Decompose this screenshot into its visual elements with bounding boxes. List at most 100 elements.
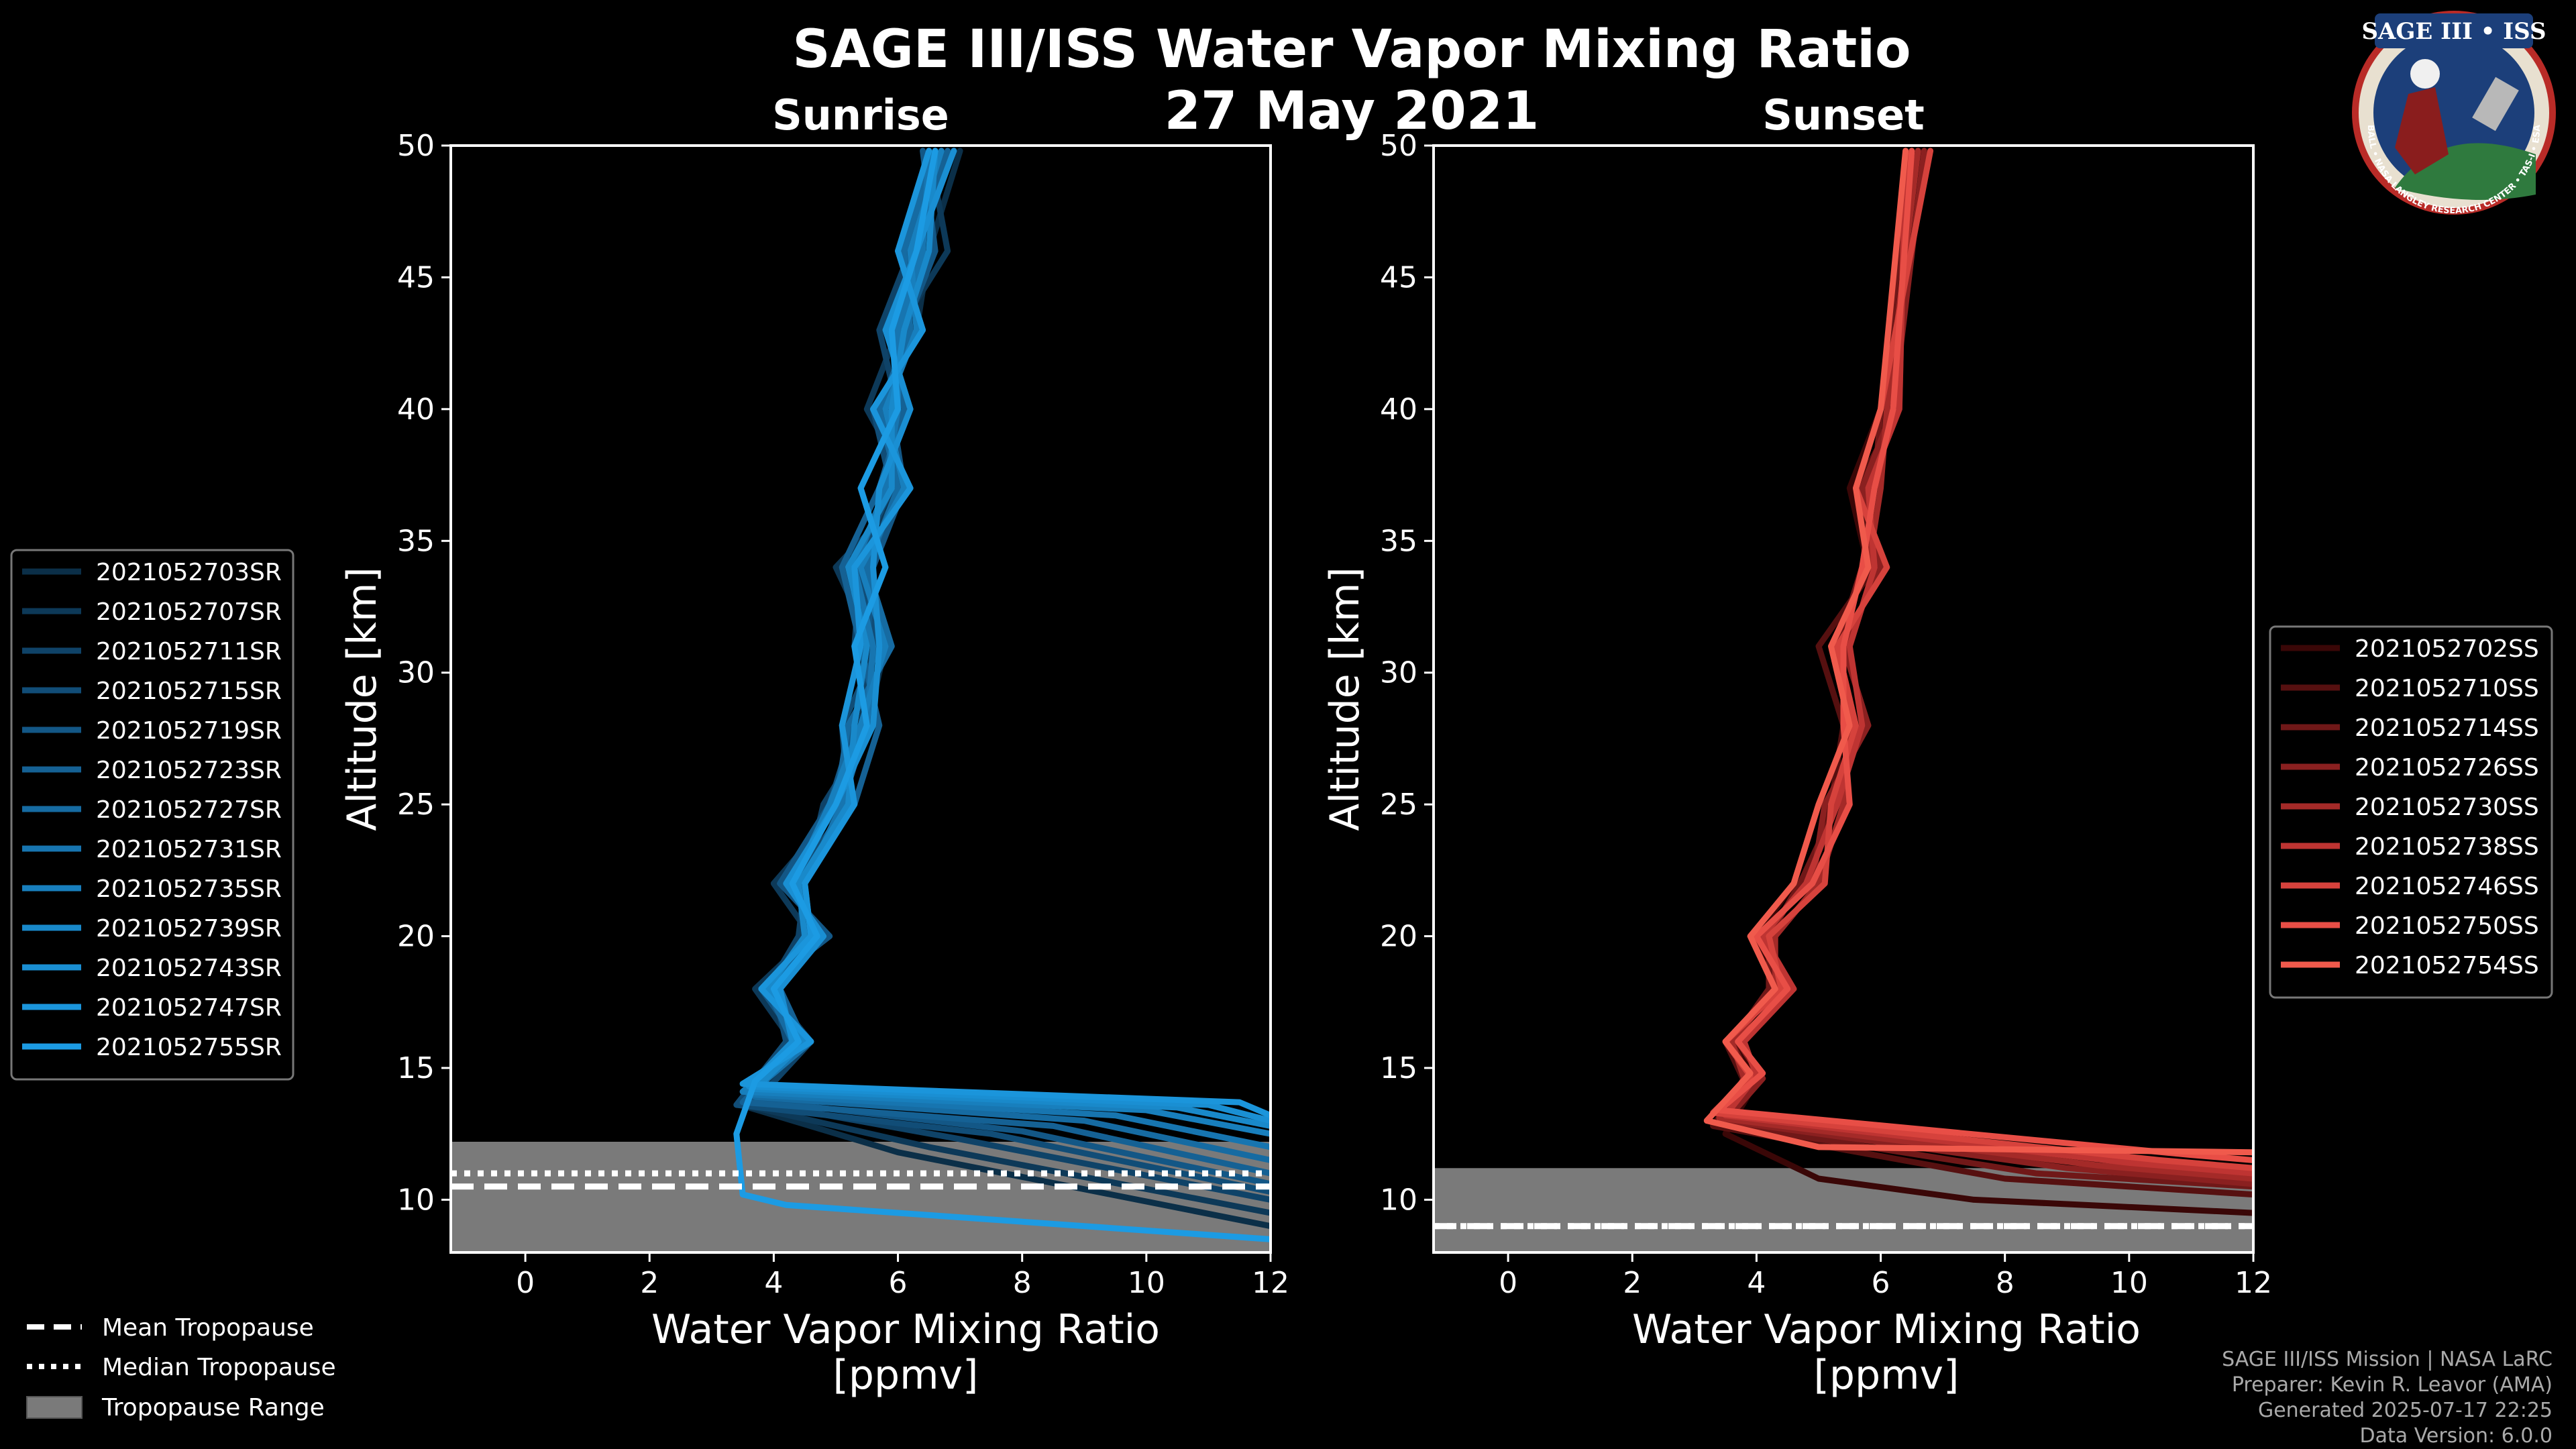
- sunrise-legend-label: 2021052739SR: [96, 915, 282, 943]
- sunrise-x-tick-label: 2: [640, 1266, 659, 1300]
- sunrise-panel: Sunrise 0 2 4 6 8 10 12 10 15 20 25 30 35 40 45 50 Alt…: [339, 91, 1289, 1399]
- sunset-y-tick-label: 20: [1380, 920, 1417, 954]
- sunrise-x-tick-label: 0: [516, 1266, 535, 1300]
- sunrise-profile-2021052711SR: [752, 148, 1271, 1203]
- sunset-y-tick-label: 50: [1380, 129, 1417, 163]
- figure-title: SAGE III/ISS Water Vapor Mixing Ratio: [792, 19, 1911, 80]
- tropopause-range-label: Tropopause Range: [101, 1394, 325, 1421]
- sunset-profile-2021052710SS: [1710, 148, 2253, 1198]
- sunrise-legend-label: 2021052743SR: [96, 955, 282, 982]
- median-tropopause-label: Median Tropopause: [102, 1354, 336, 1381]
- sunset-x-axis-label-line2: [ppmv]: [1814, 1352, 1960, 1399]
- sunrise-y-tick-label: 25: [397, 788, 435, 822]
- sunset-profile-2021052754SS: [1703, 148, 2253, 1156]
- sunrise-x-tick-label: 8: [1013, 1266, 1032, 1300]
- sunrise-y-tick-label: 40: [397, 392, 435, 427]
- sunset-profiles: [1703, 148, 2253, 1216]
- sunrise-legend-label: 2021052723SR: [96, 757, 282, 784]
- mean-tropopause-label: Mean Tropopause: [102, 1314, 314, 1342]
- sunrise-profile-2021052727SR: [752, 148, 1271, 1163]
- sunset-y-tick-label: 10: [1380, 1183, 1417, 1217]
- sunset-profile-2021052750SS: [1716, 148, 2253, 1163]
- sunrise-legend-label: 2021052711SR: [96, 638, 282, 665]
- logo-figure-icon: [2395, 87, 2449, 174]
- logo-satellite-icon: [2472, 76, 2519, 131]
- sunset-x-ticks: 0 2 4 6 8 10 12: [1499, 1252, 2272, 1300]
- sunset-profile-2021052746SS: [1710, 148, 2253, 1171]
- sunrise-legend-label: 2021052755SR: [96, 1034, 282, 1061]
- sunrise-legend-label: 2021052731SR: [96, 836, 282, 863]
- logo-title: SAGE III • ISS: [2361, 18, 2546, 45]
- sunrise-legend-label: 2021052747SR: [96, 994, 282, 1022]
- sunset-profile-2021052738SS: [1722, 148, 2253, 1177]
- credit-version: Data Version: 6.0.0: [2360, 1424, 2553, 1448]
- tropopause-legend: Mean Tropopause Median Tropopause Tropop…: [26, 1314, 336, 1421]
- credits: SAGE III/ISS Mission | NASA LaRC Prepare…: [2222, 1348, 2553, 1448]
- sunset-legend-label: 2021052726SS: [2355, 754, 2539, 782]
- sunset-x-tick-label: 0: [1499, 1266, 1517, 1300]
- sunset-legend-label: 2021052730SS: [2355, 794, 2539, 821]
- sunset-legend-label: 2021052702SS: [2355, 635, 2539, 663]
- sunset-panel: Sunset 0 2 4 6 8 10 12 10 15 20 25 30 35 40 45 50 Alti…: [1322, 91, 2272, 1399]
- sunset-x-tick-label: 6: [1872, 1266, 1890, 1300]
- sunrise-profiles: [733, 148, 1271, 1242]
- sunset-legend-label: 2021052750SS: [2355, 912, 2539, 940]
- sunset-legend-label: 2021052714SS: [2355, 714, 2539, 742]
- sunrise-profile-2021052735SR: [739, 148, 1271, 1137]
- sunset-x-tick-label: 2: [1623, 1266, 1642, 1300]
- sunset-profile-2021052730SS: [1716, 148, 2253, 1182]
- sunrise-profile-2021052743SR: [745, 148, 1271, 1124]
- sunrise-profile-2021052719SR: [745, 148, 1271, 1187]
- sunset-y-tick-label: 45: [1380, 260, 1417, 294]
- sunrise-y-tick-label: 10: [397, 1183, 435, 1217]
- sunrise-x-tick-label: 6: [889, 1266, 908, 1300]
- credit-generated: Generated 2025-07-17 22:25: [2258, 1399, 2553, 1422]
- figure-date: 27 May 2021: [1165, 81, 1540, 142]
- sunset-y-tick-label: 25: [1380, 788, 1417, 822]
- sunset-y-tick-label: 30: [1380, 656, 1417, 690]
- sunset-legend-label: 2021052710SS: [2355, 675, 2539, 702]
- sunrise-legend-frame: [10, 549, 294, 1081]
- sunrise-legend-label: 2021052715SR: [96, 678, 282, 705]
- sunrise-legend-label: 2021052735SR: [96, 875, 282, 903]
- sunrise-profile-2021052703SR: [745, 148, 1271, 1230]
- sunset-legend-label: 2021052738SS: [2355, 833, 2539, 861]
- sunset-x-axis-label-line1: Water Vapor Mixing Ratio: [1632, 1306, 2141, 1353]
- sunset-profile-2021052726SS: [1722, 148, 2253, 1187]
- sunset-x-tick-label: 10: [2110, 1266, 2148, 1300]
- sunset-legend-label: 2021052754SS: [2355, 952, 2539, 979]
- sunrise-y-ticks: 10 15 20 25 30 35 40 45 50: [397, 129, 451, 1217]
- sunset-plot-frame: [1432, 144, 2255, 1254]
- sunrise-y-axis-label: Altitude [km]: [339, 567, 386, 831]
- sunrise-profile-2021052723SR: [739, 148, 1271, 1177]
- sunrise-profile-2021052739SR: [752, 148, 1271, 1129]
- sunrise-profile-2021052731SR: [745, 148, 1271, 1150]
- sunrise-x-axis-label-line2: [ppmv]: [833, 1352, 979, 1399]
- sunset-y-tick-label: 15: [1380, 1051, 1417, 1085]
- sunrise-profile-2021052707SR: [739, 148, 1271, 1216]
- sunrise-legend-label: 2021052703SR: [96, 559, 282, 586]
- sunset-x-tick-label: 4: [1747, 1266, 1766, 1300]
- sunset-legend-frame: [2269, 625, 2553, 999]
- sunset-y-tick-label: 40: [1380, 392, 1417, 427]
- logo-moon-icon: [2410, 59, 2440, 89]
- sunset-legend: 2021052702SS 2021052710SS 2021052714SS 2021…: [2269, 625, 2553, 999]
- credit-preparer: Preparer: Kevin R. Leavor (AMA): [2232, 1373, 2553, 1397]
- sunset-y-tick-label: 35: [1380, 524, 1417, 558]
- sunrise-legend: 2021052703SR 2021052707SR 2021052711SR 2021…: [10, 549, 294, 1081]
- sunrise-y-tick-label: 50: [397, 129, 435, 163]
- sunrise-panel-title: Sunrise: [772, 91, 949, 140]
- sunrise-plot-frame: [449, 144, 1272, 1254]
- sunrise-x-tick-label: 12: [1252, 1266, 1289, 1300]
- tropopause-range-swatch: [26, 1396, 83, 1419]
- sunrise-x-axis-label-line1: Water Vapor Mixing Ratio: [651, 1306, 1160, 1353]
- sunrise-legend-label: 2021052707SR: [96, 598, 282, 626]
- sunrise-profile-2021052747SR: [739, 148, 1271, 1119]
- sunset-y-axis-label: Altitude [km]: [1322, 567, 1368, 831]
- sunset-x-tick-label: 8: [1996, 1266, 2015, 1300]
- sunset-x-tick-label: 12: [2235, 1266, 2272, 1300]
- credit-mission: SAGE III/ISS Mission | NASA LaRC: [2222, 1348, 2553, 1371]
- sunrise-legend-label: 2021052727SR: [96, 796, 282, 824]
- sunrise-legend-label: 2021052719SR: [96, 717, 282, 745]
